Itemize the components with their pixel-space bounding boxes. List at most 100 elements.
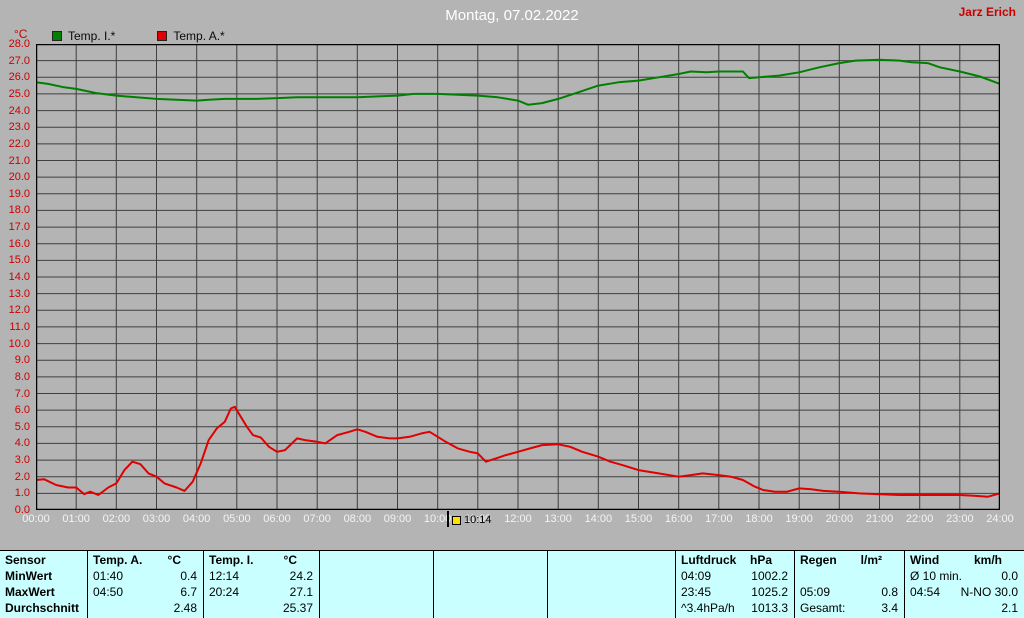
stats-data-row: Gesamt: 3.4 [800, 600, 898, 616]
stats-cell-time: 20:24 [209, 585, 240, 599]
stats-cell-value: N-NO 30.0 [960, 585, 1018, 599]
stats-data-row: 20:24 27.1 [209, 584, 313, 600]
y-tick-label: 15.0 [8, 254, 30, 267]
stats-column-luftdruck: Luftdruck hPa 04:09 1002.2 23:45 1025.2 ^3.4hP… [676, 551, 795, 618]
stats-header-row: Temp. A. °C [93, 552, 197, 568]
x-tick-label: 10:00 [423, 513, 452, 525]
x-tick-label: 11:00 [464, 513, 492, 525]
y-tick-label: 8.0 [14, 370, 30, 383]
cursor-tick-mark [447, 511, 450, 527]
y-axis-unit-label: °C [14, 27, 28, 41]
x-tick-label: 02:00 [102, 513, 131, 525]
stats-cell-time: 01:40 [93, 569, 124, 583]
stats-column-regen: Regen l/m² 05:09 0.8 Gesamt: 3.4 [795, 551, 905, 618]
y-tick-label: 10.0 [8, 337, 30, 350]
x-tick-label: 16:00 [664, 513, 693, 525]
y-tick-label: 7.0 [14, 387, 30, 400]
x-tick-label: 21:00 [865, 513, 894, 525]
stats-label-minwert: MinWert [5, 569, 53, 583]
x-tick-label: 17:00 [705, 513, 733, 525]
stats-data-row [553, 568, 669, 584]
stats-cell-time: 04:09 [681, 569, 712, 583]
x-tick-label: 05:00 [223, 513, 251, 525]
x-tick-label: 19:00 [785, 513, 813, 525]
stats-data-row: 12:14 24.2 [209, 568, 313, 584]
x-tick-label: 15:00 [624, 513, 653, 525]
series-line-temp-i [36, 58, 1000, 106]
stats-cell-time: 04:50 [93, 585, 124, 599]
plot-svg [36, 44, 1000, 510]
stats-col-unit: l/m² [860, 553, 882, 567]
x-tick-label: 06:00 [263, 513, 291, 525]
plot-area[interactable] [36, 44, 1000, 510]
user-name: Jarz Erich [958, 5, 1016, 19]
x-tick-label: 08:00 [343, 513, 372, 525]
stats-data-row: 04:54 N-NO 30.0 [910, 584, 1018, 600]
stats-cell-value: 0.0 [1001, 569, 1018, 583]
y-tick-label: 26.0 [8, 71, 30, 84]
y-tick-label: 22.0 [8, 137, 30, 150]
stats-cell-value: 3.4 [881, 601, 898, 615]
legend-item-temp-a[interactable]: Temp. A.* [157, 29, 225, 43]
y-tick-label: 2.0 [14, 470, 30, 483]
y-tick-label: 1.0 [14, 487, 30, 500]
stats-data-row: ^3.4hPa/h 1013.3 [681, 600, 788, 616]
stats-cell-value: 1002.2 [751, 569, 788, 583]
temp-a-swatch-icon [157, 31, 168, 41]
stats-cell-time: Ø 10 min. [910, 569, 963, 583]
stats-header-row [439, 552, 541, 568]
stats-data-row: 23:45 1025.2 [681, 584, 788, 600]
stats-data-row: 04:09 1002.2 [681, 568, 788, 584]
stats-data-row [439, 568, 541, 584]
y-tick-label: 28.0 [8, 38, 30, 50]
y-axis-labels: 28.0 27.0 26.0 25.0 24.0 23.0 22.0 21.0 20.0 19.0… [0, 39, 33, 516]
stats-panel: Sensor MinWert MaxWert Durchschnitt Temp… [0, 550, 1024, 618]
stats-data-row: 01:40 0.4 [93, 568, 197, 584]
stats-col-name: Temp. A. [93, 553, 143, 567]
stats-cell-time: 23:45 [681, 585, 712, 599]
stats-cell-time: 12:14 [209, 569, 240, 583]
legend-item-temp-i[interactable]: Temp. I.* [52, 29, 115, 43]
stats-data-row [325, 600, 427, 616]
stats-header-row: Regen l/m² [800, 552, 898, 568]
stats-data-row: Ø 10 min. 0.0 [910, 568, 1018, 584]
stats-label-durchschnitt: Durchschnitt [5, 601, 80, 615]
y-tick-label: 27.0 [8, 54, 30, 67]
x-tick-label: 13:00 [544, 513, 572, 525]
y-tick-label: 19.0 [8, 187, 30, 200]
stats-data-row: 25.37 [209, 600, 313, 616]
stats-data-row: 05:09 0.8 [800, 584, 898, 600]
legend-label-temp-a: Temp. A.* [173, 29, 225, 43]
stats-data-row [553, 600, 669, 616]
x-axis-labels: 00:00 01:00 02:00 03:00 04:00 05:00 06:00 07:00… [22, 513, 1014, 526]
stats-col-unit: hPa [749, 553, 772, 567]
y-tick-label: 18.0 [8, 204, 30, 217]
y-tick-label: 17.0 [8, 221, 30, 234]
stats-data-row [800, 568, 898, 584]
x-tick-label: 20:00 [825, 513, 854, 525]
y-tick-label: 9.0 [14, 354, 30, 367]
x-tick-label: 14:00 [584, 513, 613, 525]
page-title: Montag, 07.02.2022 [445, 7, 579, 24]
y-tick-label: 21.0 [8, 154, 30, 167]
y-tick-label: 24.0 [8, 104, 30, 117]
stats-cell-value: 2.48 [173, 601, 197, 615]
x-tick-label: 23:00 [946, 513, 974, 525]
stats-cell-value: 27.1 [289, 585, 313, 599]
stats-cell-time: 05:09 [800, 585, 831, 599]
stats-column-empty-2 [434, 551, 548, 618]
stats-column-empty-1 [320, 551, 434, 618]
x-tick-label: 12:00 [504, 513, 532, 525]
x-tick-label: 24:00 [986, 513, 1014, 525]
stats-column-temp-a: Temp. A. °C 01:40 0.4 04:50 6.7 2.48 [88, 551, 204, 618]
stats-label-sensor: Sensor [5, 553, 46, 567]
x-tick-label: 22:00 [905, 513, 934, 525]
stats-column-empty-3 [548, 551, 676, 618]
time-cursor-icon [452, 516, 462, 525]
stats-data-row [325, 584, 427, 600]
y-tick-label: 23.0 [8, 121, 30, 134]
stats-header-row [553, 552, 669, 568]
stats-header-row [325, 552, 427, 568]
stats-column-wind: Wind km/h Ø 10 min. 0.0 04:54 N-NO 30.0 2.1 [905, 551, 1024, 618]
time-cursor[interactable]: 10:14 [447, 511, 492, 527]
